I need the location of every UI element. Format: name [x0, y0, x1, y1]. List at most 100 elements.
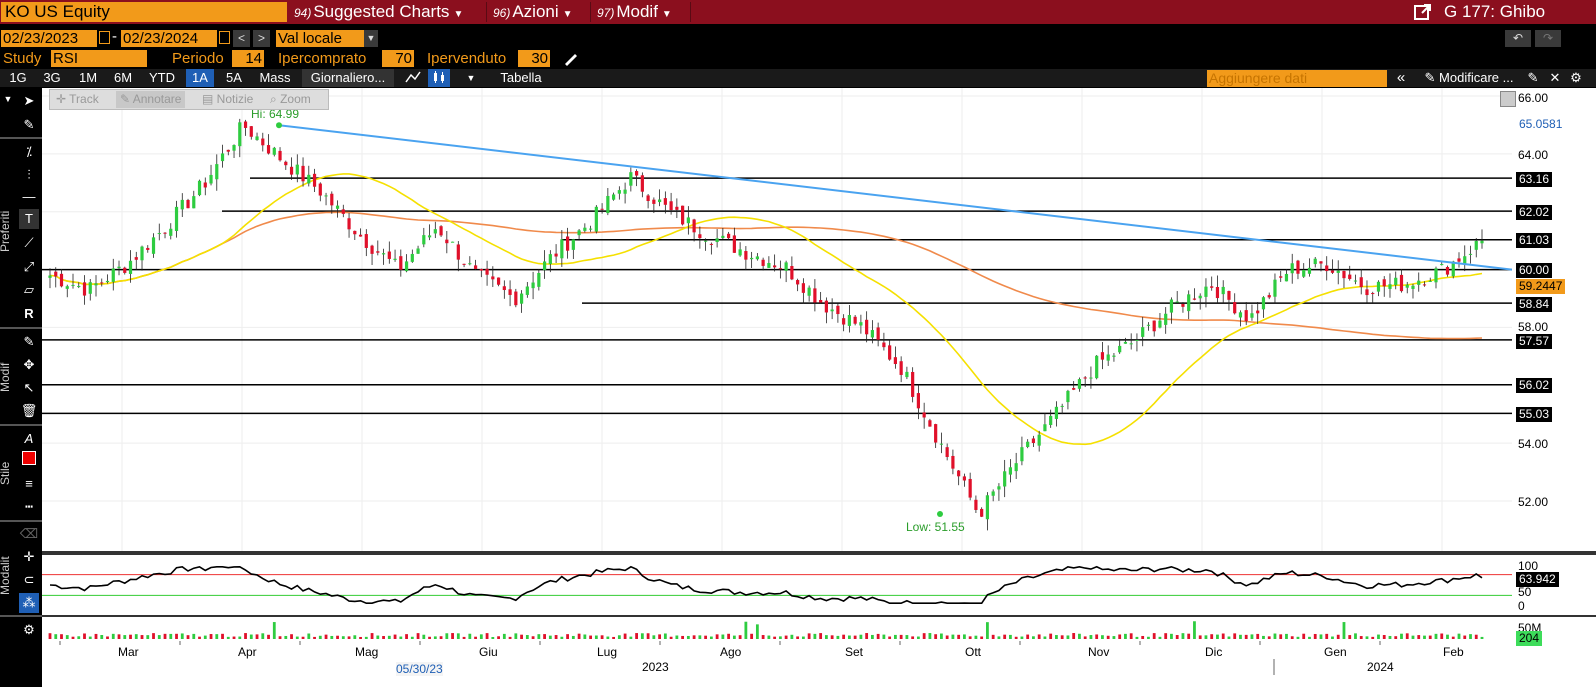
line-chart-icon[interactable]: [402, 69, 424, 87]
cursor-icon[interactable]: ➤: [23, 93, 35, 108]
gear-icon[interactable]: ⚙: [23, 622, 35, 637]
magnet-icon[interactable]: ⊂: [23, 572, 35, 587]
color-icon[interactable]: [19, 451, 39, 471]
volume-bar: [1135, 636, 1139, 639]
fibonacci-icon[interactable]: ⁒: [26, 144, 32, 159]
caret-down-icon[interactable]: ▼: [3, 94, 13, 104]
timeframe-3g[interactable]: 3G: [43, 70, 61, 85]
panel-divider[interactable]: [42, 551, 1596, 555]
oversold-field[interactable]: 30: [518, 50, 550, 67]
line-style-icon[interactable]: ┅: [25, 499, 33, 514]
y-box-level: 63.16: [1516, 172, 1553, 187]
menu-label: Modif: [616, 2, 658, 21]
move-icon[interactable]: ✥: [23, 357, 35, 372]
redo-icon[interactable]: ↷: [1535, 30, 1561, 47]
trash-icon[interactable]: 🗑: [20, 403, 38, 418]
volume-bar: [675, 635, 679, 639]
text-icon[interactable]: T: [19, 209, 39, 229]
overbought-field[interactable]: 70: [382, 50, 414, 67]
candlestick-icon[interactable]: [428, 69, 450, 87]
collapse-icon[interactable]: «: [1396, 69, 1406, 86]
pencil-icon[interactable]: ✎: [23, 334, 35, 349]
add-cursor-icon[interactable]: ↖: [23, 380, 35, 395]
pencil-icon[interactable]: [562, 50, 580, 67]
end-date-field[interactable]: 02/23/2024: [121, 30, 217, 47]
volume-bar: [1026, 634, 1030, 639]
volume-bar: [721, 634, 725, 639]
track-tool[interactable]: ✛ Track: [56, 92, 99, 106]
volume-bar: [767, 635, 771, 639]
channel-icon[interactable]: ▱: [24, 282, 34, 297]
candle-up: [1043, 424, 1047, 432]
currency-select[interactable]: Val locale: [276, 30, 366, 47]
period-field[interactable]: 14: [232, 50, 264, 67]
frequency-select[interactable]: Giornaliero...: [302, 69, 394, 87]
timeframe-mass[interactable]: Mass: [259, 70, 291, 85]
volume-bar: [1285, 633, 1288, 639]
start-date-field[interactable]: 02/23/2023: [1, 30, 97, 47]
news-tool[interactable]: ▤ Notizie: [202, 92, 254, 106]
add-data-input[interactable]: Aggiungere dati: [1207, 70, 1387, 87]
vertical-line-icon[interactable]: ⫶: [27, 167, 31, 182]
study-select[interactable]: RSI: [51, 50, 147, 67]
pop-out-icon[interactable]: [1413, 2, 1433, 22]
annotate-tool[interactable]: ✎ Annotare: [116, 91, 186, 108]
horizontal-line-icon[interactable]: —: [22, 189, 36, 204]
calendar-icon[interactable]: [219, 31, 230, 44]
y-box-level: 61.03: [1516, 233, 1553, 248]
candle-down: [123, 267, 127, 273]
timeframe-5a[interactable]: 5A: [226, 70, 242, 85]
modify-button[interactable]: ✎ Modificare ...: [1418, 69, 1520, 87]
menu-azioni[interactable]: 96) Azioni ▼: [493, 0, 573, 24]
next-range-button[interactable]: >: [253, 30, 270, 47]
chevron-down-icon[interactable]: ▼: [466, 73, 476, 83]
regression-icon[interactable]: R: [24, 306, 34, 321]
shapes-icon[interactable]: ⁂: [19, 593, 39, 613]
pencil-icon[interactable]: ✎: [1527, 70, 1539, 85]
font-icon[interactable]: A: [24, 431, 34, 446]
timeframe-1m[interactable]: 1M: [78, 70, 98, 85]
crosshair-icon[interactable]: ✛: [23, 549, 35, 564]
candle-up: [715, 238, 719, 243]
volume-bar: [876, 633, 880, 639]
price-chart[interactable]: Hi: 64.99 Low: 51.55: [42, 88, 1512, 551]
close-icon[interactable]: ✕: [1549, 70, 1561, 85]
pencil-icon[interactable]: ✎: [23, 117, 35, 132]
candle-down: [1083, 377, 1087, 379]
axis-settings-icon[interactable]: [1500, 91, 1516, 107]
ray-icon[interactable]: ⤢: [23, 259, 35, 274]
rsi-chart[interactable]: [42, 555, 1512, 615]
volume-bar: [750, 633, 754, 639]
volume-bar: [744, 621, 748, 639]
chevron-down-icon[interactable]: ▼: [364, 30, 378, 47]
zoom-tool[interactable]: ⌕ Zoom: [270, 92, 311, 106]
undo-icon[interactable]: ↶: [1505, 30, 1531, 47]
calendar-icon[interactable]: [99, 31, 110, 44]
candle-up: [307, 174, 311, 184]
timeframe-ytd[interactable]: YTD: [149, 70, 175, 85]
timeframe-6m[interactable]: 6M: [113, 70, 133, 85]
gear-icon[interactable]: ⚙: [1570, 70, 1582, 85]
ticker-field[interactable]: KO US Equity: [1, 2, 287, 22]
menu-suggested-charts[interactable]: 94) Suggested Charts ▼: [294, 0, 463, 24]
eraser-icon[interactable]: ⌫: [19, 526, 39, 541]
menu-modif[interactable]: 97) Modif ▼: [597, 0, 672, 24]
line-weight-icon[interactable]: ≡: [25, 476, 33, 491]
candle-down: [289, 166, 294, 175]
table-button[interactable]: Tabella: [500, 70, 542, 85]
candle-down: [957, 470, 961, 477]
candle-up: [750, 257, 754, 260]
trendline-icon[interactable]: ⟋: [24, 235, 34, 250]
prev-range-button[interactable]: <: [233, 30, 250, 47]
chevron-down-icon[interactable]: ▼: [148, 53, 157, 63]
volume-bar: [836, 635, 840, 639]
candle-up: [381, 253, 386, 255]
volume-bar: [566, 634, 569, 639]
timeframe-1a[interactable]: 1A: [186, 69, 214, 87]
oversold-label: Ipervenduto: [427, 50, 507, 67]
volume-chart[interactable]: [42, 617, 1512, 641]
candle-down: [496, 277, 501, 285]
candle-up: [905, 371, 909, 378]
panel-divider[interactable]: [42, 615, 1596, 617]
timeframe-1g[interactable]: 1G: [9, 70, 27, 85]
